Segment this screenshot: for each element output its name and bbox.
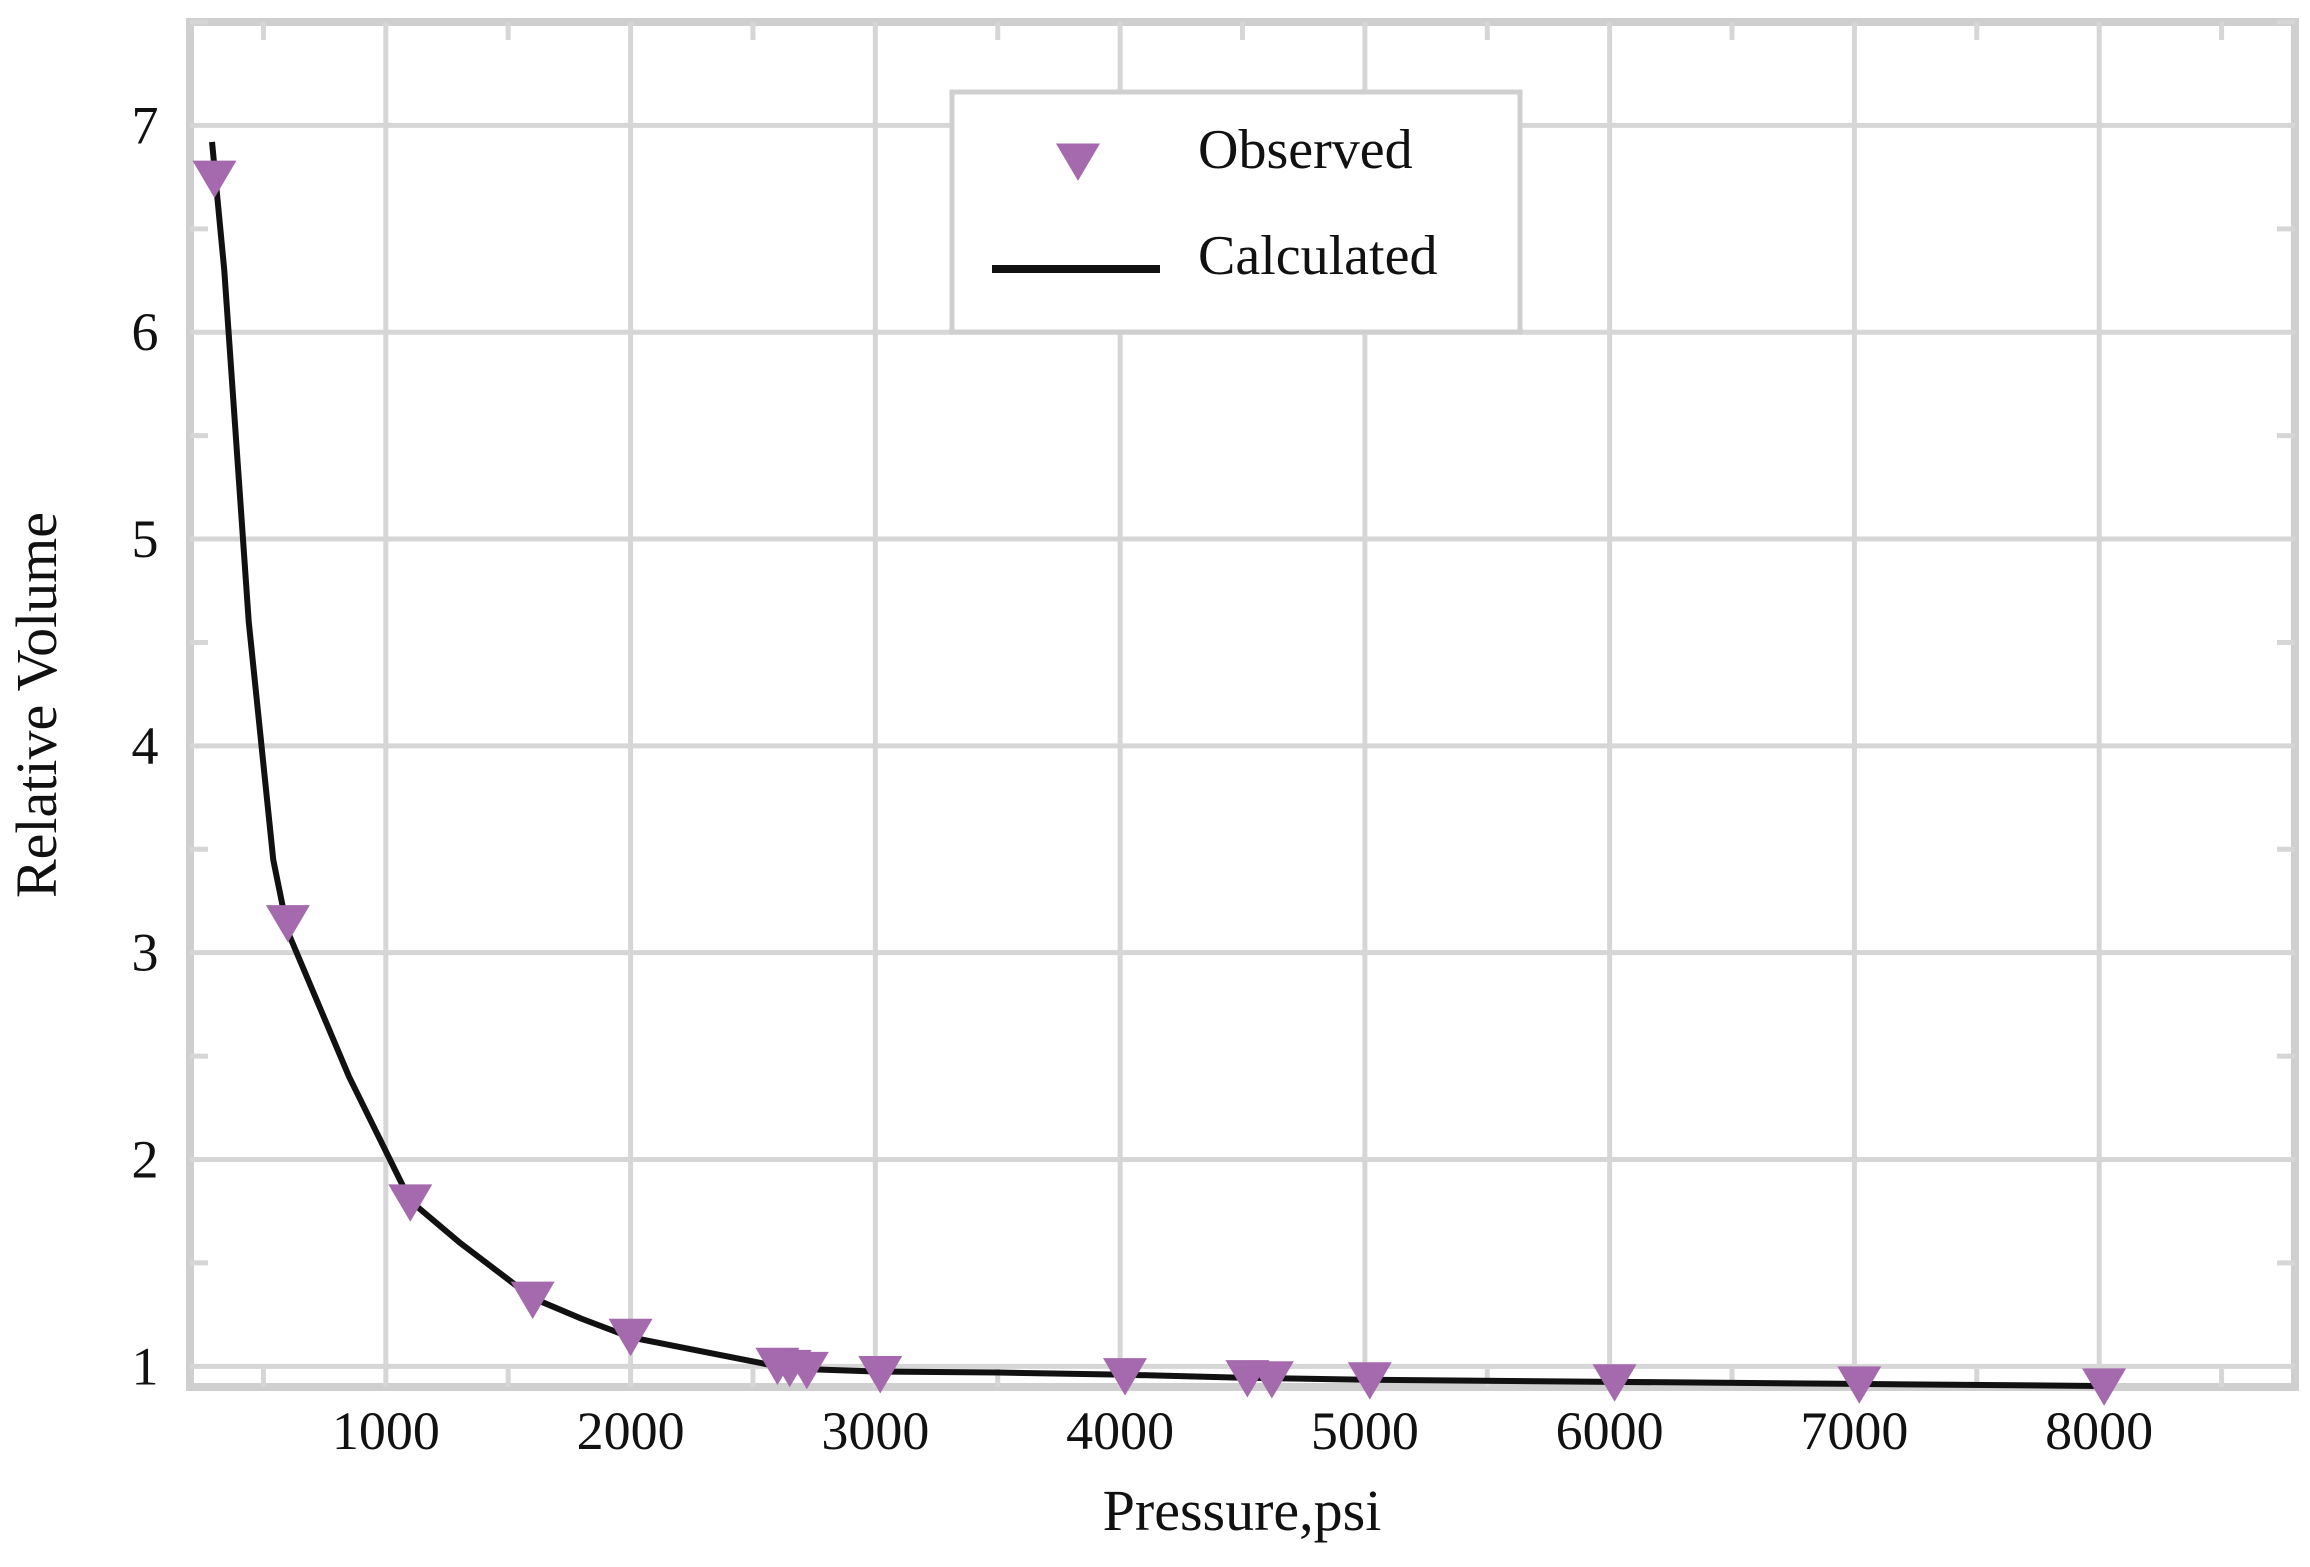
y-tick-label: 5 <box>132 509 159 569</box>
x-tick-label: 2000 <box>577 1401 685 1461</box>
calculated-series <box>209 141 2100 1389</box>
observed-point <box>1249 1361 1294 1399</box>
y-tick-label: 7 <box>132 95 159 155</box>
y-tick-label: 3 <box>132 923 159 983</box>
x-tick-label: 1000 <box>332 1401 440 1461</box>
observed-point <box>1837 1366 1882 1404</box>
observed-point <box>192 160 237 199</box>
y-tick-label: 4 <box>132 716 159 776</box>
x-tick-label: 7000 <box>1800 1401 1908 1461</box>
observed-point <box>784 1351 829 1390</box>
observed-point <box>1347 1362 1392 1400</box>
x-tick-label: 4000 <box>1066 1401 1174 1461</box>
observed-point <box>608 1318 653 1357</box>
legend-observed-marker <box>1056 143 1100 181</box>
legend: Observed Calculated <box>949 89 1523 335</box>
legend-box <box>949 89 1523 335</box>
x-tick-labels: 1000 2000 3000 4000 5000 6000 7000 8000 <box>332 1401 2153 1461</box>
x-tick-label: 5000 <box>1311 1401 1419 1461</box>
y-tick-label: 1 <box>132 1336 159 1396</box>
observed-series <box>192 160 2127 1406</box>
x-tick-label: 6000 <box>1556 1401 1664 1461</box>
x-tick-label: 8000 <box>2045 1401 2153 1461</box>
y-axis-title: Relative Volume <box>4 512 69 898</box>
minor-ticks <box>190 19 2295 1387</box>
observed-point <box>1592 1364 1637 1402</box>
observed-point <box>510 1281 555 1319</box>
x-axis-title: Pressure,psi <box>1103 1478 1382 1543</box>
calculated-line <box>209 141 2100 1389</box>
observed-point <box>1103 1358 1148 1396</box>
y-tick-label: 6 <box>132 302 159 362</box>
observed-point <box>858 1356 903 1394</box>
observed-point <box>2082 1368 2127 1406</box>
y-tick-labels: 1 2 3 4 5 6 7 <box>132 95 159 1396</box>
legend-observed-label: Observed <box>1198 119 1413 181</box>
y-tick-label: 2 <box>132 1130 159 1190</box>
legend-calculated-label: Calculated <box>1198 225 1437 287</box>
x-tick-label: 3000 <box>821 1401 929 1461</box>
observed-point <box>265 905 310 943</box>
observed-point <box>388 1184 433 1222</box>
